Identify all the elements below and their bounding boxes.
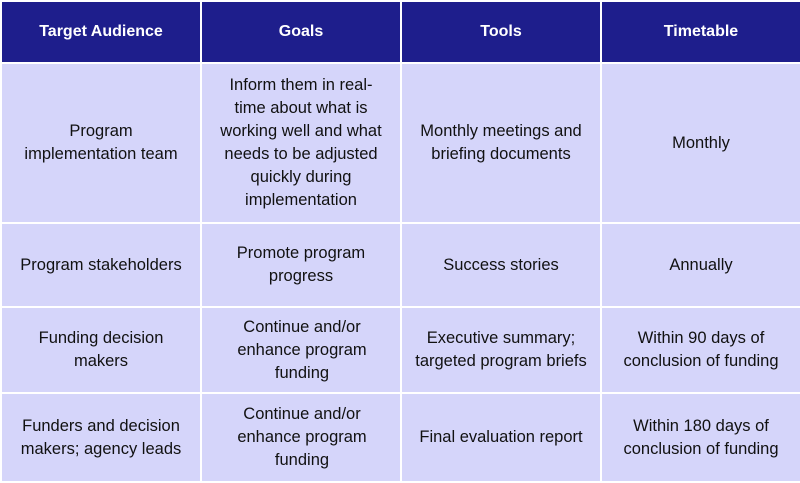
cell-tools-text: Monthly meetings and briefing documents xyxy=(420,122,582,163)
cell-audience-text: Program implementation team xyxy=(24,122,178,163)
header-tools: Tools xyxy=(400,0,602,64)
cell-timetable: Within 180 days of conclusion of funding xyxy=(600,392,800,483)
table-row: Funders and decision makers; agency lead… xyxy=(0,392,800,483)
table-row: Funding decision makers Continue and/or … xyxy=(0,306,800,394)
cell-tools: Final evaluation report xyxy=(400,392,602,483)
cell-tools-text: Executive summary; targeted program brie… xyxy=(415,329,587,370)
cell-goals-text: Inform them in real-time about what is w… xyxy=(220,76,382,209)
cell-audience: Program implementation team xyxy=(0,62,202,224)
table-row: Program implementation team Inform them … xyxy=(0,62,800,224)
cell-goals-text: Continue and/or enhance program funding xyxy=(237,317,367,382)
cell-goals-text: Continue and/or enhance program funding xyxy=(237,405,367,469)
cell-timetable-text: Within 180 days of conclusion of funding xyxy=(623,416,779,458)
header-row: Target Audience Goals Tools Timetable xyxy=(0,0,800,64)
cell-audience-text: Funders and decision makers; agency lead… xyxy=(20,416,182,458)
cell-goals: Continue and/or enhance program funding xyxy=(200,306,402,394)
cell-tools: Success stories xyxy=(400,222,602,308)
cell-goals: Inform them in real-time about what is w… xyxy=(200,62,402,224)
cell-tools: Monthly meetings and briefing documents xyxy=(400,62,602,224)
cell-audience: Program stakeholders xyxy=(0,222,202,308)
cell-goals: Promote program progress xyxy=(200,222,402,308)
cell-audience: Funders and decision makers; agency lead… xyxy=(0,392,202,483)
header-goals: Goals xyxy=(200,0,402,64)
cell-tools: Executive summary; targeted program brie… xyxy=(400,306,602,394)
cell-timetable: Annually xyxy=(600,222,800,308)
table-row: Program stakeholders Promote program pro… xyxy=(0,222,800,308)
cell-timetable-text: Within 90 days of conclusion of funding xyxy=(623,329,779,370)
cell-timetable: Monthly xyxy=(600,62,800,224)
cell-audience: Funding decision makers xyxy=(0,306,202,394)
cell-goals-text: Promote program progress xyxy=(236,244,366,285)
header-target-audience: Target Audience xyxy=(0,0,202,64)
cell-timetable: Within 90 days of conclusion of funding xyxy=(600,306,800,394)
header-timetable: Timetable xyxy=(600,0,800,64)
cell-goals: Continue and/or enhance program funding xyxy=(200,392,402,483)
